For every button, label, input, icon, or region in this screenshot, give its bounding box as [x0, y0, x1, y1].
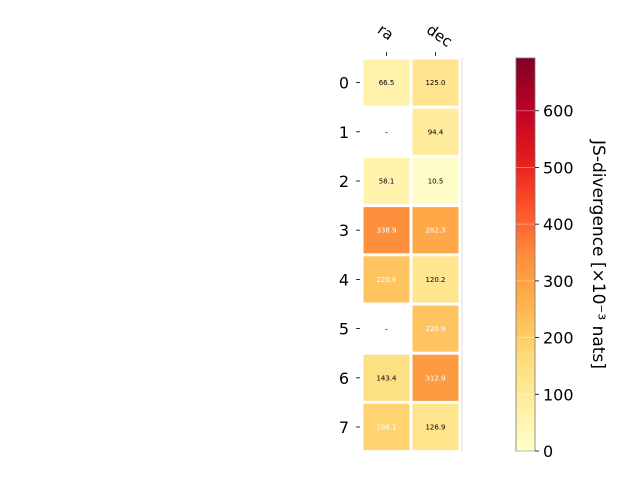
row-label: 0 — [339, 74, 349, 93]
column-labels: ra dec — [374, 21, 456, 56]
cell-value-label: 186.1 — [376, 424, 396, 432]
heatmap-cell — [363, 354, 410, 401]
column-label: ra — [374, 21, 397, 45]
cell-value-label: 94.4 — [428, 128, 444, 136]
row-label: 7 — [339, 418, 349, 437]
cell-value-label: – — [385, 128, 389, 136]
heatmap-cell — [412, 354, 459, 401]
heatmap-cell — [412, 305, 459, 352]
cell-value-label: 58.1 — [379, 178, 395, 186]
cell-value-label: 126.9 — [425, 424, 445, 432]
colorbar-tick-label: 600 — [543, 102, 574, 121]
heatmap-cell — [412, 59, 459, 106]
cell-value-label: 125.0 — [425, 79, 445, 87]
colorbar-label: JS-divergence [×10⁻³ nats] — [588, 139, 608, 369]
heatmap-cell — [363, 59, 410, 106]
heatmap-cell — [412, 108, 459, 155]
colorbar-gradient — [515, 57, 536, 452]
heatmap-cell — [412, 256, 459, 303]
row-label: 5 — [339, 320, 349, 339]
row-label: 3 — [339, 221, 349, 240]
row-label: 4 — [339, 270, 349, 289]
cell-value-label: 220.6 — [376, 276, 397, 284]
cell-value-label: 282.3 — [425, 227, 445, 235]
heatmap-cell — [412, 403, 459, 451]
cell-value-label: 10.5 — [428, 178, 444, 186]
heatmap-cell — [363, 403, 410, 451]
cell-value-label: – — [385, 325, 389, 333]
heatmap-cell — [363, 157, 410, 205]
colorbar-tick-label: 100 — [543, 385, 574, 404]
cell-value-label: 220.9 — [425, 325, 445, 333]
heatmap-cell — [363, 256, 410, 303]
heatmap-cells: 66.5 125.0 – 94.4 58.1 10.5 338.9 282.3 220.6 120… — [363, 58, 463, 452]
cell-value-label: 66.5 — [379, 79, 395, 87]
colorbar-tick-label: 0 — [543, 442, 553, 461]
heatmap-cell — [412, 207, 459, 254]
cell-value-label: 120.2 — [425, 276, 445, 284]
row-label: 6 — [339, 369, 349, 388]
heatmap-cell — [363, 207, 410, 254]
colorbar-tick-label: 300 — [543, 272, 574, 291]
colorbar-tick-label: 400 — [543, 215, 574, 234]
cell-value-label: 143.4 — [376, 374, 397, 382]
cell-value-label: 338.9 — [376, 227, 396, 235]
colorbar-tick-label: 500 — [543, 158, 574, 177]
colorbar: 0 100 200 300 400 500 600 JS-divergence [×10⁻³ … — [515, 57, 608, 461]
heatmap-cell — [412, 157, 459, 205]
row-label: 1 — [339, 123, 349, 142]
column-label: dec — [423, 21, 455, 51]
cell-value-label: 312.9 — [425, 374, 445, 382]
row-label: 2 — [339, 172, 349, 191]
row-labels: 0 1 2 3 4 5 6 7 — [339, 74, 360, 437]
colorbar-tick-label: 200 — [543, 329, 574, 348]
